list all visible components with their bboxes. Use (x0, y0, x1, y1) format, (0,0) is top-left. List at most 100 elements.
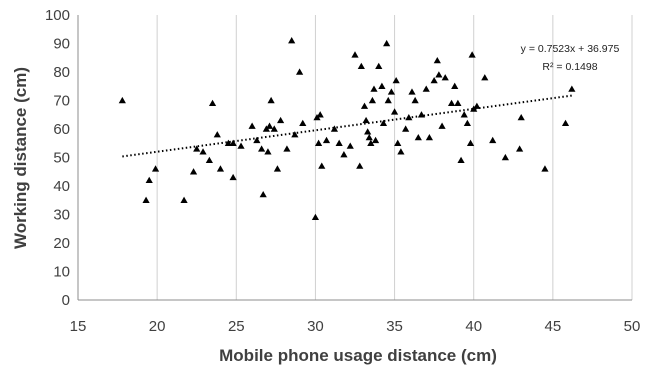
data-point-triangle (335, 139, 343, 146)
data-point-triangle (299, 119, 307, 126)
data-point-triangle (330, 125, 339, 132)
data-point-triangle (463, 119, 471, 126)
data-point-triangle (371, 136, 380, 144)
data-point-triangle (151, 165, 160, 172)
y-tick-label: 70 (53, 93, 70, 110)
data-point-triangle (414, 133, 422, 141)
data-point-triangle (316, 111, 324, 118)
trendline-r-squared: R² = 0.1498 (542, 61, 597, 73)
data-point-triangle (390, 108, 399, 115)
x-axis-title: Mobile phone usage distance (cm) (219, 346, 497, 365)
data-point-triangle (229, 139, 237, 146)
axes (77, 15, 632, 301)
data-point-triangle (258, 145, 266, 152)
data-point-triangle (451, 82, 459, 89)
data-point-triangle (346, 142, 354, 149)
data-point-triangle (283, 145, 291, 152)
data-point-triangle (447, 99, 456, 107)
x-tick-label: 20 (149, 318, 166, 335)
data-point-triangle (216, 165, 225, 172)
data-point-triangle (229, 173, 237, 181)
data-point-triangle (367, 139, 375, 146)
data-point-triangle (383, 39, 391, 47)
data-point-triangle (384, 96, 392, 104)
x-tick-label: 50 (624, 318, 641, 335)
data-point-triangle (264, 148, 272, 155)
data-point-triangle (259, 190, 267, 198)
data-point-triangle (322, 136, 331, 144)
data-point-triangle (180, 196, 188, 203)
data-point-triangle (357, 62, 365, 69)
data-point-triangle (517, 114, 525, 121)
data-point-triangle (270, 125, 278, 132)
data-point-triangle (468, 51, 476, 58)
data-points (118, 37, 576, 221)
data-point-triangle (481, 74, 489, 81)
data-point-triangle (411, 96, 419, 104)
data-point-triangle (267, 96, 275, 104)
data-point-triangle (417, 111, 426, 118)
data-point-triangle (387, 88, 396, 95)
y-tick-label: 80 (53, 64, 70, 81)
data-point-triangle (265, 122, 274, 129)
data-point-triangle (435, 71, 443, 78)
data-point-triangle (291, 131, 299, 138)
y-tick-label: 10 (53, 264, 70, 281)
data-point-triangle (473, 102, 481, 109)
data-point-triangle (273, 165, 282, 172)
data-point-triangle (193, 145, 201, 152)
data-point-triangle (356, 162, 364, 169)
data-point-triangle (405, 114, 413, 121)
data-point-triangle (311, 213, 320, 221)
data-point-triangle (402, 125, 410, 132)
data-point-triangle (375, 62, 383, 69)
data-point-triangle (237, 142, 245, 149)
data-point-triangle (433, 57, 441, 64)
y-tick-label: 90 (53, 36, 70, 53)
data-point-triangle (379, 119, 388, 126)
data-point-triangle (378, 82, 386, 89)
x-tick-label: 35 (386, 318, 403, 335)
data-point-triangle (362, 116, 370, 124)
data-point-triangle (314, 139, 323, 146)
data-point-triangle (408, 88, 416, 95)
data-point-triangle (351, 51, 359, 58)
data-point-triangle (248, 122, 256, 129)
data-point-triangle (441, 74, 449, 81)
data-point-triangle (213, 131, 221, 138)
data-point-triangle (541, 165, 549, 172)
data-point-triangle (142, 196, 150, 203)
y-tick-label: 0 (62, 292, 70, 309)
data-point-triangle (208, 99, 217, 107)
x-tick-label: 25 (228, 318, 245, 335)
data-point-triangle (199, 148, 207, 155)
data-point-triangle (296, 68, 304, 75)
data-point-triangle (118, 96, 126, 104)
tick-labels: 15 20 25 30 35 40 45 50 0 10 20 30 40 50 60 70 80 90 100 (45, 7, 640, 335)
y-tick-label: 100 (45, 7, 70, 24)
y-tick-label: 50 (53, 150, 70, 167)
data-point-triangle (425, 133, 433, 141)
data-point-triangle (364, 128, 372, 135)
data-point-triangle (397, 148, 405, 155)
data-point-triangle (430, 76, 438, 84)
data-point-triangle (360, 102, 369, 109)
x-tick-label: 30 (307, 318, 324, 335)
x-tick-label: 15 (70, 318, 87, 335)
data-point-triangle (224, 139, 232, 146)
data-point-triangle (568, 85, 576, 92)
y-tick-label: 20 (53, 235, 70, 252)
data-point-triangle (288, 37, 296, 44)
data-point-triangle (501, 153, 509, 161)
trendline-equation: y = 0.7523x + 36.975 (521, 43, 620, 55)
data-point-triangle (422, 85, 430, 92)
data-point-triangle (277, 116, 285, 124)
data-point-triangle (392, 76, 400, 84)
y-tick-label: 30 (53, 207, 70, 224)
data-point-triangle (370, 85, 378, 92)
data-point-triangle (253, 136, 261, 144)
data-point-triangle (318, 162, 326, 169)
data-point-triangle (205, 156, 213, 164)
gridlines (156, 15, 633, 300)
